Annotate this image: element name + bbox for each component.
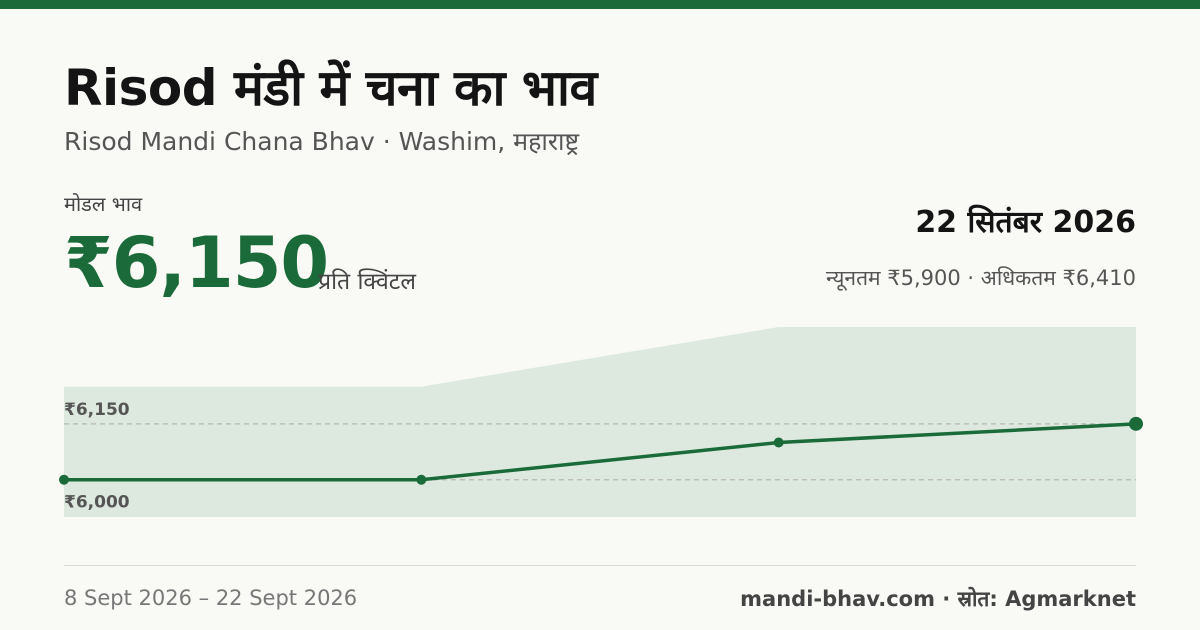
page-subtitle: Risod Mandi Chana Bhav · Washim, महाराष्… [64, 127, 580, 156]
price-point-3 [1129, 416, 1143, 431]
price-range-band [64, 327, 1136, 517]
price-date: 22 सितंबर 2026 [915, 205, 1136, 240]
price-line [62, 422, 1138, 482]
footer-divider [64, 565, 1136, 566]
reference-label-1: ₹6,000 [64, 493, 130, 513]
price-line-layer [62, 422, 1138, 482]
modal-price-value: ₹6,150 [64, 222, 329, 304]
price-point-0 [59, 474, 69, 485]
price-range-band-layer [64, 327, 1136, 517]
price-point-2 [773, 437, 784, 448]
price-point-1 [416, 474, 427, 485]
modal-price-label: मोडल भाव [64, 192, 143, 216]
min-max-price: न्यूनतम ₹5,900 · अधिकतम ₹6,410 [826, 266, 1136, 290]
source-credit: mandi-bhav.com · स्रोत: Agmarknet [740, 587, 1136, 611]
reference-label-0: ₹6,150 [64, 400, 130, 420]
top-accent-bar [0, 0, 1200, 9]
reference-lines-layer: ₹6,150 ₹6,000 [64, 400, 1136, 513]
price-unit: प्रति क्विंटल [318, 269, 416, 295]
date-range: 8 Sept 2026 – 22 Sept 2026 [64, 586, 358, 610]
price-points-layer [59, 416, 1143, 485]
price-chart: ₹6,150 ₹6,000 [59, 327, 1143, 517]
page-title: Risod मंडी में चना का भाव [64, 59, 597, 117]
